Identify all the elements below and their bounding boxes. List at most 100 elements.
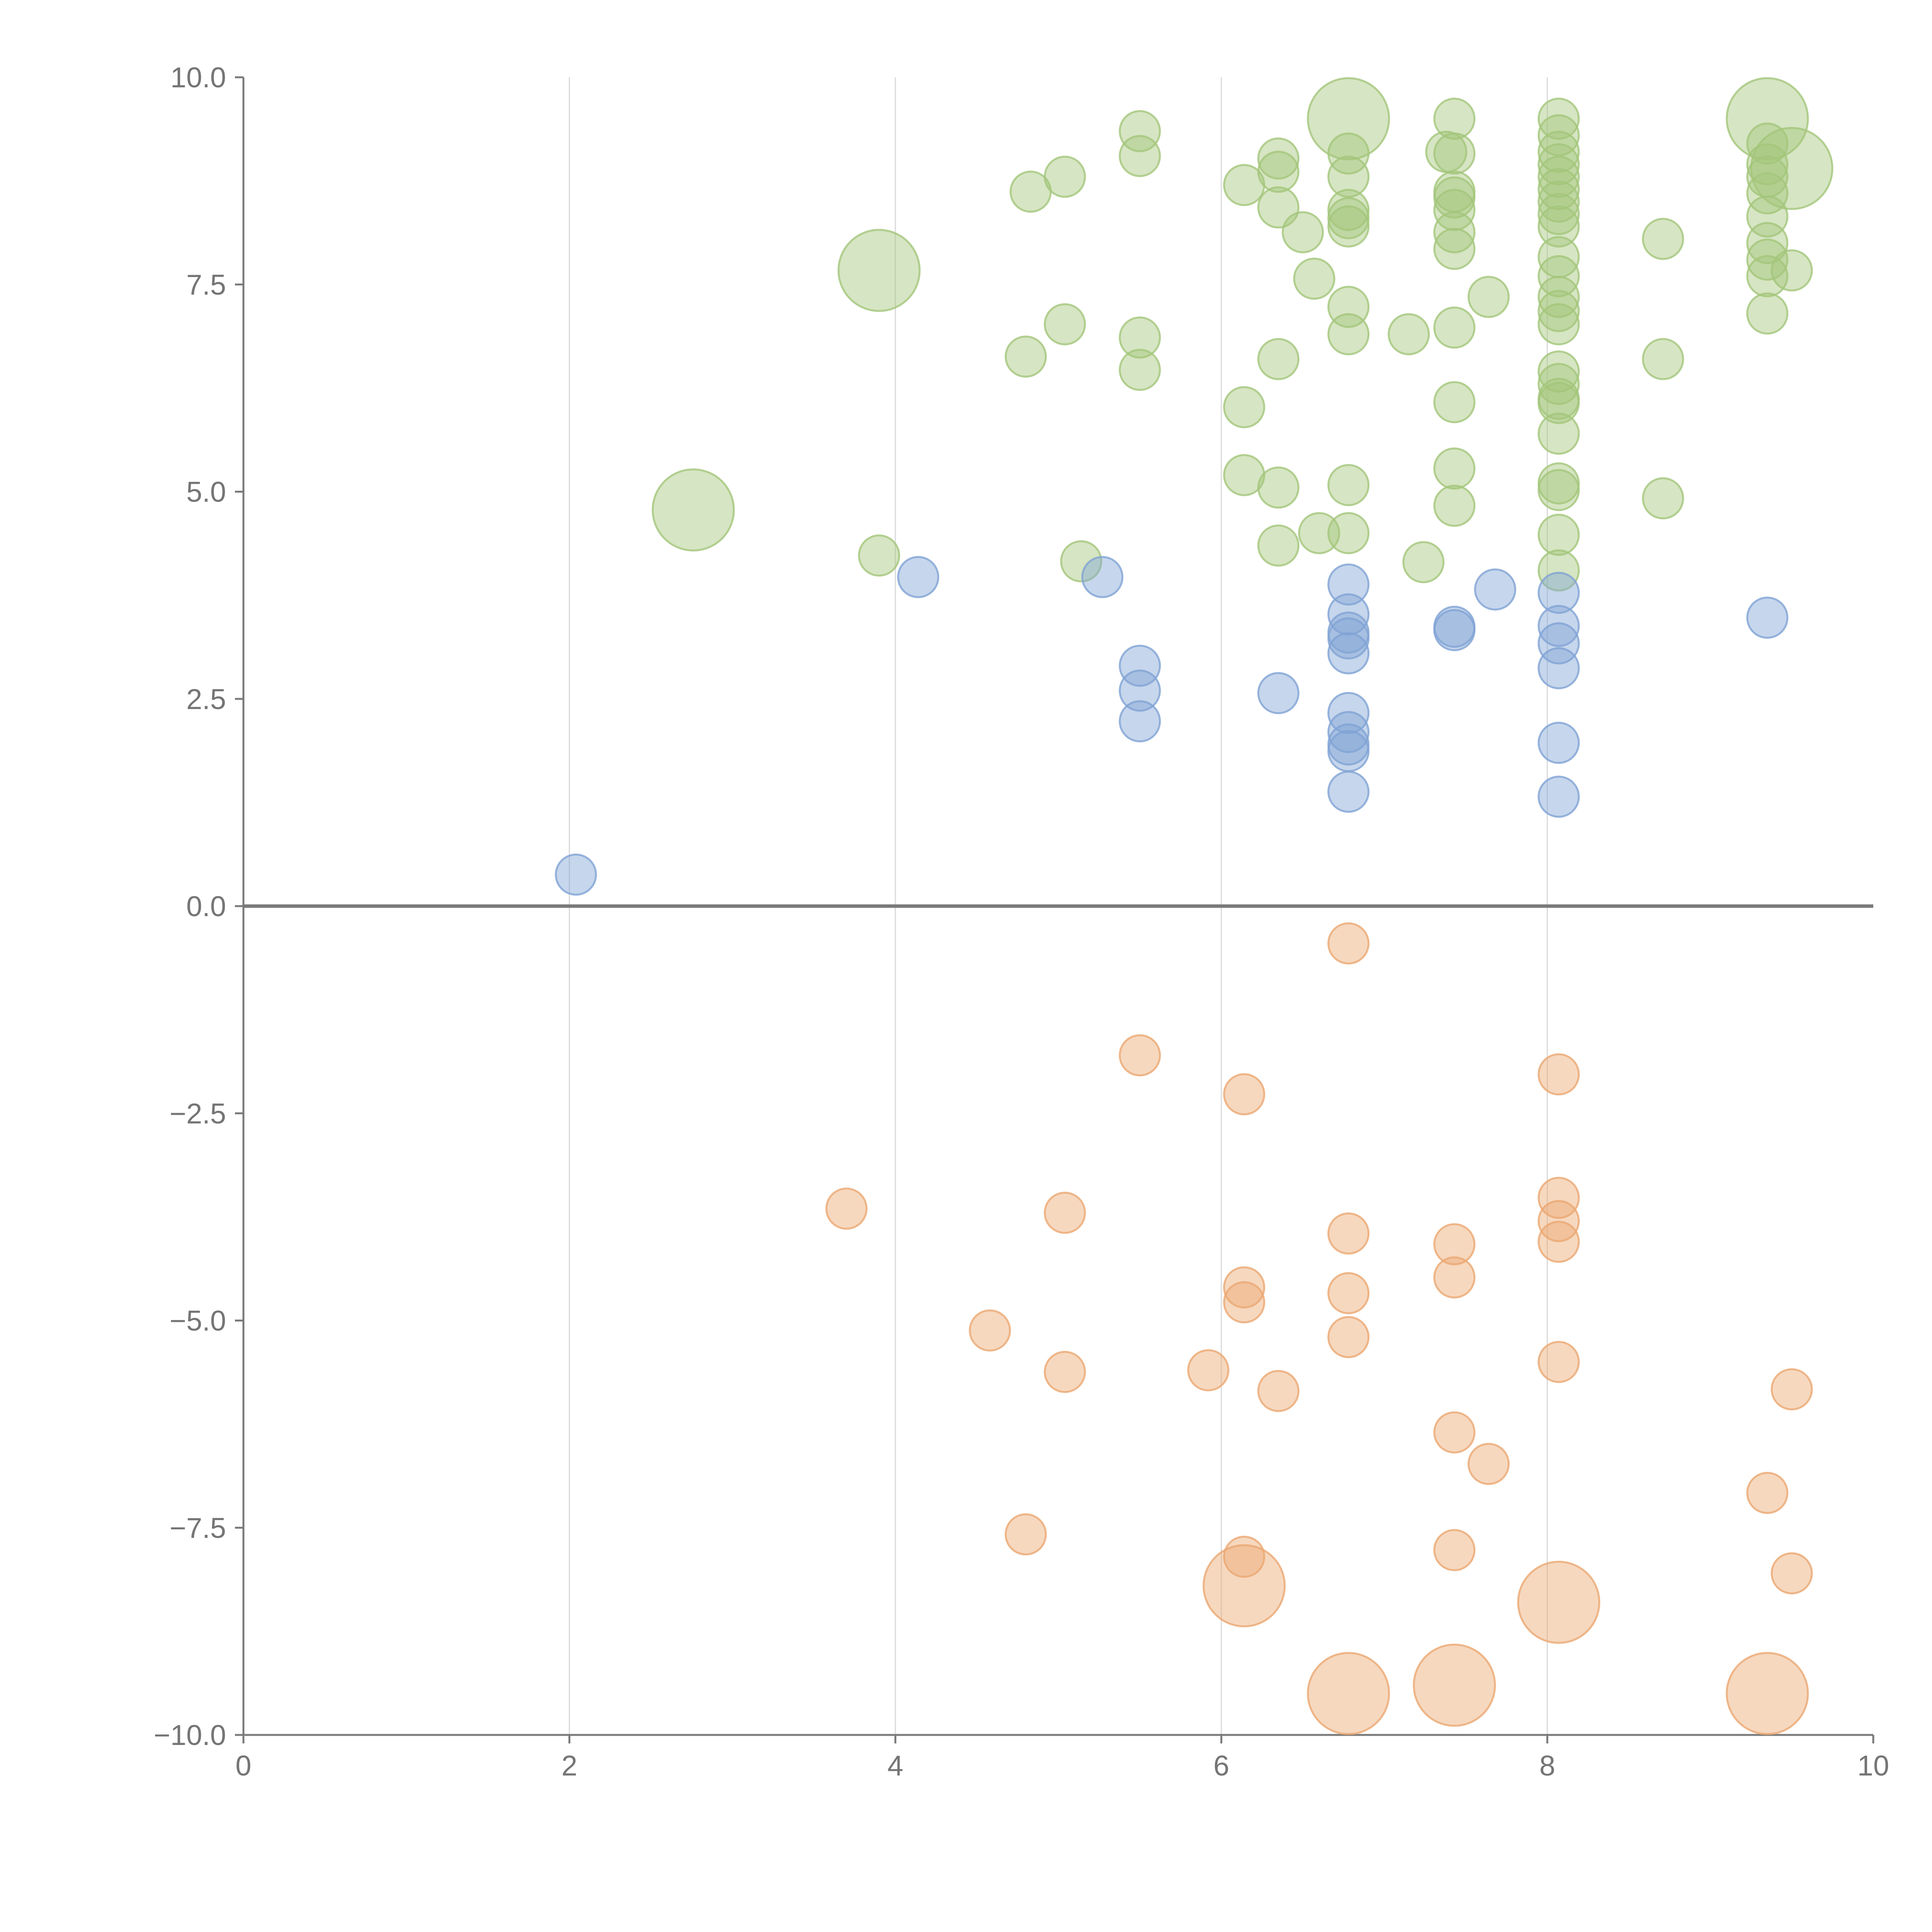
bubble-point bbox=[1433, 485, 1476, 527]
bubble-point bbox=[554, 853, 597, 896]
bubble-series bbox=[825, 922, 1813, 1735]
bubble-point bbox=[969, 1309, 1011, 1352]
bubble-point bbox=[1433, 381, 1476, 423]
bubble-point bbox=[1327, 205, 1370, 248]
x-tick-label: 0 bbox=[235, 1750, 251, 1782]
bubble-point bbox=[1327, 1212, 1370, 1255]
y-tick-label: 2.5 bbox=[186, 683, 226, 715]
bubble-point bbox=[1044, 1350, 1086, 1393]
bubble-point bbox=[1257, 672, 1299, 714]
bubble-point bbox=[1282, 211, 1324, 253]
bubble-point bbox=[837, 229, 921, 312]
bubble-point bbox=[1537, 382, 1580, 424]
bubble-point bbox=[1746, 1472, 1789, 1514]
bubble-point bbox=[1726, 1652, 1809, 1735]
bubble-point bbox=[1537, 571, 1580, 614]
bubble-point bbox=[1537, 622, 1580, 665]
bubble-point bbox=[1537, 290, 1580, 332]
bubble-point bbox=[1327, 617, 1370, 660]
bubble-point bbox=[1537, 114, 1580, 156]
bubble-point bbox=[1223, 1536, 1265, 1578]
bubble-point bbox=[1746, 222, 1789, 264]
bubble-point bbox=[1257, 1370, 1299, 1412]
bubble-point bbox=[1327, 711, 1370, 753]
bubble-point bbox=[1537, 363, 1580, 405]
bubble-point bbox=[1433, 176, 1476, 219]
bubble-point bbox=[1642, 338, 1684, 380]
bubble-point bbox=[1746, 255, 1789, 298]
data-bubbles bbox=[554, 77, 1833, 1735]
bubble-point bbox=[1517, 1561, 1600, 1644]
bubble-point bbox=[1433, 1529, 1476, 1571]
bubble-point bbox=[1005, 1513, 1047, 1556]
x-tick-label: 10 bbox=[1857, 1750, 1889, 1782]
bubble-point bbox=[1537, 776, 1580, 818]
bubble-point bbox=[1750, 127, 1833, 210]
bubble-point bbox=[1081, 556, 1124, 598]
bubble-point bbox=[1537, 605, 1580, 647]
bubble-point bbox=[1327, 1272, 1370, 1315]
bubble-point bbox=[1388, 313, 1430, 355]
bubble-point bbox=[1537, 180, 1580, 223]
bubble-point bbox=[1119, 110, 1161, 152]
y-axis-ticks: 10.0 7.5 5.0 2.5 0.0 −2.5 −5.0 −7.5 −10.0 bbox=[154, 61, 243, 1751]
bubble-point bbox=[1746, 238, 1789, 281]
bubble-point bbox=[1537, 155, 1580, 198]
bubble-point bbox=[1433, 132, 1476, 175]
bubble-point bbox=[1746, 597, 1789, 639]
bubble-point bbox=[1044, 303, 1086, 345]
y-tick-label: 7.5 bbox=[186, 269, 226, 301]
bubble-point bbox=[1642, 477, 1684, 520]
bubble-point bbox=[1770, 1368, 1813, 1411]
bubble-series bbox=[554, 556, 1789, 896]
bubble-point bbox=[1327, 770, 1370, 813]
bubble-point bbox=[1257, 151, 1299, 193]
bubble-point bbox=[1433, 1256, 1476, 1299]
bubble-point bbox=[1060, 540, 1102, 583]
bubble-point bbox=[1327, 692, 1370, 734]
bubble-point bbox=[1223, 386, 1265, 429]
y-tick-label: −10.0 bbox=[154, 1719, 226, 1751]
bubble-point bbox=[1119, 700, 1161, 743]
bubble-point bbox=[1537, 721, 1580, 764]
bubble-point bbox=[1537, 143, 1580, 185]
bubble-point bbox=[1223, 1281, 1265, 1323]
bubble-point bbox=[1044, 155, 1086, 198]
x-tick-label: 2 bbox=[561, 1750, 577, 1782]
bubble-point bbox=[1746, 292, 1789, 335]
bubble-point bbox=[1770, 249, 1813, 292]
bubble-point bbox=[1005, 335, 1047, 378]
bubble-point bbox=[1119, 1034, 1161, 1077]
bubble-point bbox=[1433, 228, 1476, 270]
bubble-point bbox=[1293, 257, 1335, 300]
bubble-point bbox=[1537, 412, 1580, 455]
bubble-series bbox=[651, 77, 1833, 592]
bubble-point bbox=[1298, 512, 1340, 554]
bubble-point bbox=[1187, 1349, 1230, 1391]
y-tick-label: 5.0 bbox=[186, 476, 226, 508]
bubble-point bbox=[1119, 669, 1161, 712]
x-tick-label: 8 bbox=[1539, 1750, 1555, 1782]
bubble-point bbox=[1474, 568, 1516, 611]
x-tick-label: 4 bbox=[888, 1750, 903, 1782]
bubble-point bbox=[1537, 469, 1580, 511]
y-tick-label: 0.0 bbox=[186, 890, 226, 922]
bubble-point bbox=[1537, 1177, 1580, 1219]
bubble-point bbox=[1223, 454, 1265, 497]
bubble-point bbox=[1327, 155, 1370, 198]
bubble-point bbox=[1327, 313, 1370, 355]
bubble-point bbox=[1537, 647, 1580, 689]
bubble-point bbox=[1327, 632, 1370, 675]
bubble-point bbox=[1223, 1073, 1265, 1116]
bubble-point bbox=[1433, 1411, 1476, 1454]
bubble-point bbox=[1433, 211, 1476, 253]
bubble-point bbox=[1119, 135, 1161, 177]
bubble-point bbox=[1119, 316, 1161, 359]
bubble-point bbox=[1468, 1443, 1510, 1485]
bubble-point bbox=[1537, 1053, 1580, 1095]
bubble-point bbox=[1433, 447, 1476, 490]
bubble-point bbox=[1119, 645, 1161, 687]
bubble-point bbox=[1257, 338, 1299, 380]
bubble-point bbox=[1746, 172, 1789, 214]
